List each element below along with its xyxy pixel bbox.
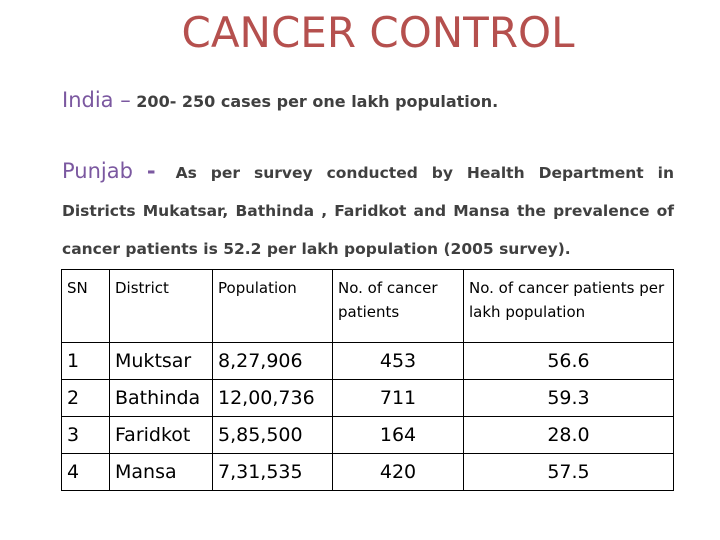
cell-per-lakh: 28.0 (463, 416, 674, 454)
cell-patients: 711 (332, 379, 464, 417)
cell-per-lakh: 59.3 (463, 379, 674, 417)
cell-per-lakh: 57.5 (463, 453, 674, 491)
header-per-lakh: No. of cancer patients per lakh populati… (463, 269, 674, 343)
punjab-text: As per survey conducted by Health Depart… (62, 164, 674, 258)
cell-sn: 3 (61, 416, 110, 454)
page-title: CANCER CONTROL (181, 8, 575, 57)
cell-patients: 453 (332, 342, 464, 380)
cell-district: Bathinda (109, 379, 213, 417)
cell-sn: 4 (61, 453, 110, 491)
cell-patients: 420 (332, 453, 464, 491)
cell-district: Mansa (109, 453, 213, 491)
cell-sn: 2 (61, 379, 110, 417)
punjab-dash: - (146, 159, 156, 183)
cell-population: 5,85,500 (212, 416, 333, 454)
table-header-row: SN District Population No. of cancer pat… (61, 269, 674, 343)
header-cancer-patients: No. of cancer patients (332, 269, 464, 343)
table-row: 4 Mansa 7,31,535 420 57.5 (61, 453, 674, 491)
cell-population: 8,27,906 (212, 342, 333, 380)
india-line: India – 200- 250 cases per one lakh popu… (62, 88, 674, 112)
punjab-label: Punjab (62, 159, 133, 183)
india-text: 200- 250 cases per one lakh population. (136, 92, 499, 111)
india-label: India – (62, 88, 131, 112)
table-row: 2 Bathinda 12,00,736 711 59.3 (61, 379, 674, 417)
cell-district: Muktsar (109, 342, 213, 380)
cell-district: Faridkot (109, 416, 213, 454)
table-row: 3 Faridkot 5,85,500 164 28.0 (61, 416, 674, 454)
cell-sn: 1 (61, 342, 110, 380)
header-district: District (109, 269, 213, 343)
cell-population: 12,00,736 (212, 379, 333, 417)
header-sn: SN (61, 269, 110, 343)
punjab-paragraph: Punjab - As per survey conducted by Heal… (62, 152, 674, 268)
cell-population: 7,31,535 (212, 453, 333, 491)
cell-per-lakh: 56.6 (463, 342, 674, 380)
header-population: Population (212, 269, 333, 343)
table-row: 1 Muktsar 8,27,906 453 56.6 (61, 342, 674, 380)
cancer-table: SN District Population No. of cancer pat… (61, 269, 674, 491)
cell-patients: 164 (332, 416, 464, 454)
